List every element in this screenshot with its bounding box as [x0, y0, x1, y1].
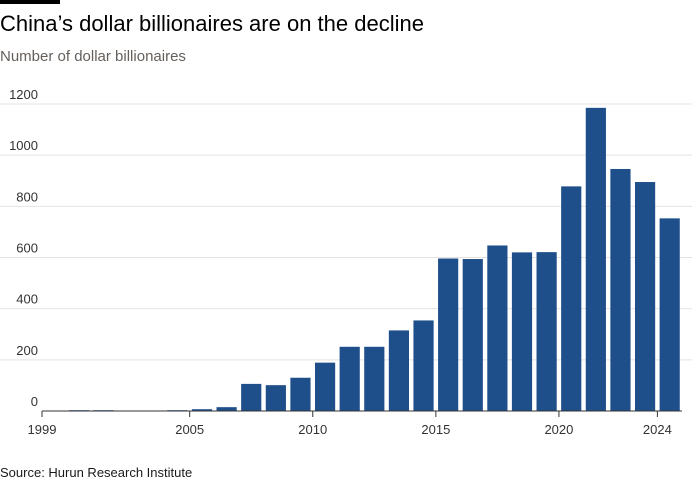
bar-2017 — [487, 245, 508, 411]
chart-subtitle: Number of dollar billionaires — [0, 48, 186, 65]
x-tick-label-2020: 2020 — [544, 422, 573, 437]
bar-2009 — [290, 377, 311, 411]
bar-2011 — [339, 346, 360, 411]
bar-2005 — [191, 409, 213, 411]
bar-2020 — [561, 186, 582, 411]
bar-2012 — [364, 346, 385, 411]
bar-2010 — [314, 362, 336, 411]
y-tick-label-800: 800 — [16, 189, 38, 204]
bar-2022 — [610, 168, 631, 411]
bar-2019 — [536, 252, 557, 411]
bar-2006 — [216, 407, 237, 411]
bar-2023 — [634, 182, 656, 411]
bar-2021 — [585, 107, 606, 412]
y-tick-label-600: 600 — [16, 241, 38, 256]
y-tick-label-1000: 1000 — [9, 138, 38, 153]
x-tick-label-2015: 2015 — [421, 422, 450, 437]
bars-layer — [68, 107, 680, 412]
bar-2016 — [462, 259, 483, 411]
bar-2015 — [438, 258, 459, 411]
bar-2013 — [388, 330, 410, 411]
bar-chart: 0 200 400 600 800 1000 1200 1999 2005 2010 2015 202… — [0, 87, 692, 437]
bar-2024 — [659, 218, 680, 411]
y-tick-label-400: 400 — [16, 292, 38, 307]
bar-2014 — [413, 320, 434, 411]
chart-title: China’s dollar billionaires are on the d… — [0, 11, 424, 36]
x-tick-label-2010: 2010 — [298, 422, 327, 437]
chart-source: Source: Hurun Research Institute — [0, 465, 193, 480]
x-tick-label-2024: 2024 — [643, 422, 672, 437]
y-tick-label-0: 0 — [31, 394, 38, 409]
y-tick-label-1200: 1200 — [9, 87, 38, 102]
brand-top-bar — [0, 0, 60, 4]
y-tick-label-200: 200 — [16, 343, 38, 358]
axis-layer: 0 200 400 600 800 1000 1200 1999 2005 2010 2015 202… — [9, 87, 682, 437]
x-tick-label-2005: 2005 — [175, 422, 204, 437]
x-tick-label-1999: 1999 — [28, 422, 57, 437]
bar-2018 — [511, 252, 533, 411]
bar-2008 — [265, 385, 286, 411]
bar-2007 — [241, 383, 262, 411]
